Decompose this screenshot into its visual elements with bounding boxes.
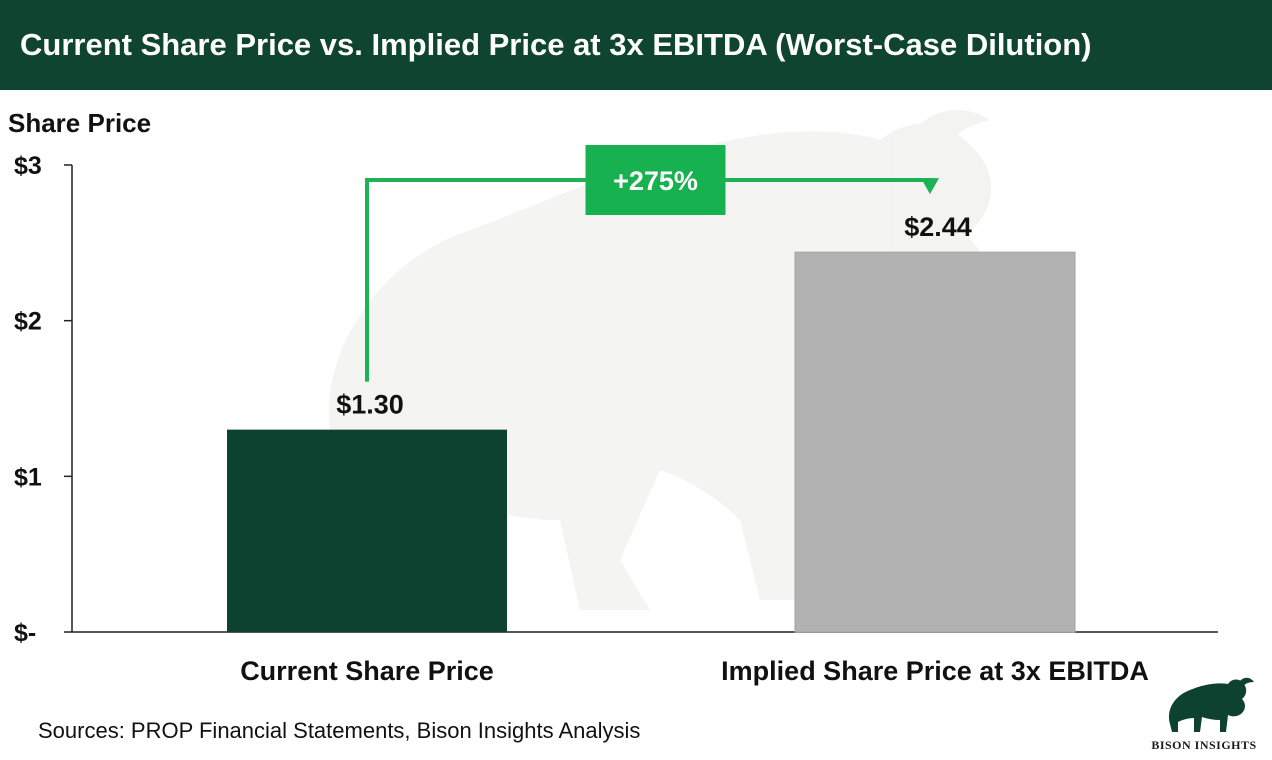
bar-current-share-price: [227, 429, 507, 632]
y-tick-group: $- $1 $2 $3: [14, 152, 72, 647]
bison-icon: [1168, 677, 1254, 732]
y-axis-label: Share Price: [8, 108, 151, 138]
change-annotation: +275%: [365, 145, 939, 382]
data-label: $1.30: [336, 390, 404, 420]
bar-group: [227, 251, 1076, 633]
bar-implied-share-price: [794, 251, 1076, 633]
chart-title: Current Share Price vs. Implied Price at…: [20, 27, 1092, 62]
title-bar: Current Share Price vs. Implied Price at…: [0, 0, 1272, 90]
brand-logo: BISON INSIGHTS: [1140, 672, 1268, 758]
y-tick-label: $1: [14, 463, 42, 491]
x-tick-label: Current Share Price: [240, 656, 494, 686]
data-label-group: $1.30 $2.44: [336, 212, 972, 419]
source-note: Sources: PROP Financial Statements, Biso…: [38, 718, 641, 743]
y-tick-label: $2: [14, 308, 42, 336]
change-arrow-head: [921, 178, 939, 195]
change-badge: [585, 145, 726, 215]
y-tick-label: $3: [14, 152, 42, 180]
brand-name: BISON INSIGHTS: [1151, 738, 1257, 752]
x-tick-label-group: Current Share Price Implied Share Price a…: [240, 656, 1149, 686]
x-tick-label: Implied Share Price at 3x EBITDA: [721, 656, 1149, 686]
y-tick-label: $-: [14, 619, 36, 647]
change-badge-label: +275%: [613, 166, 698, 196]
data-label: $2.44: [904, 212, 972, 242]
